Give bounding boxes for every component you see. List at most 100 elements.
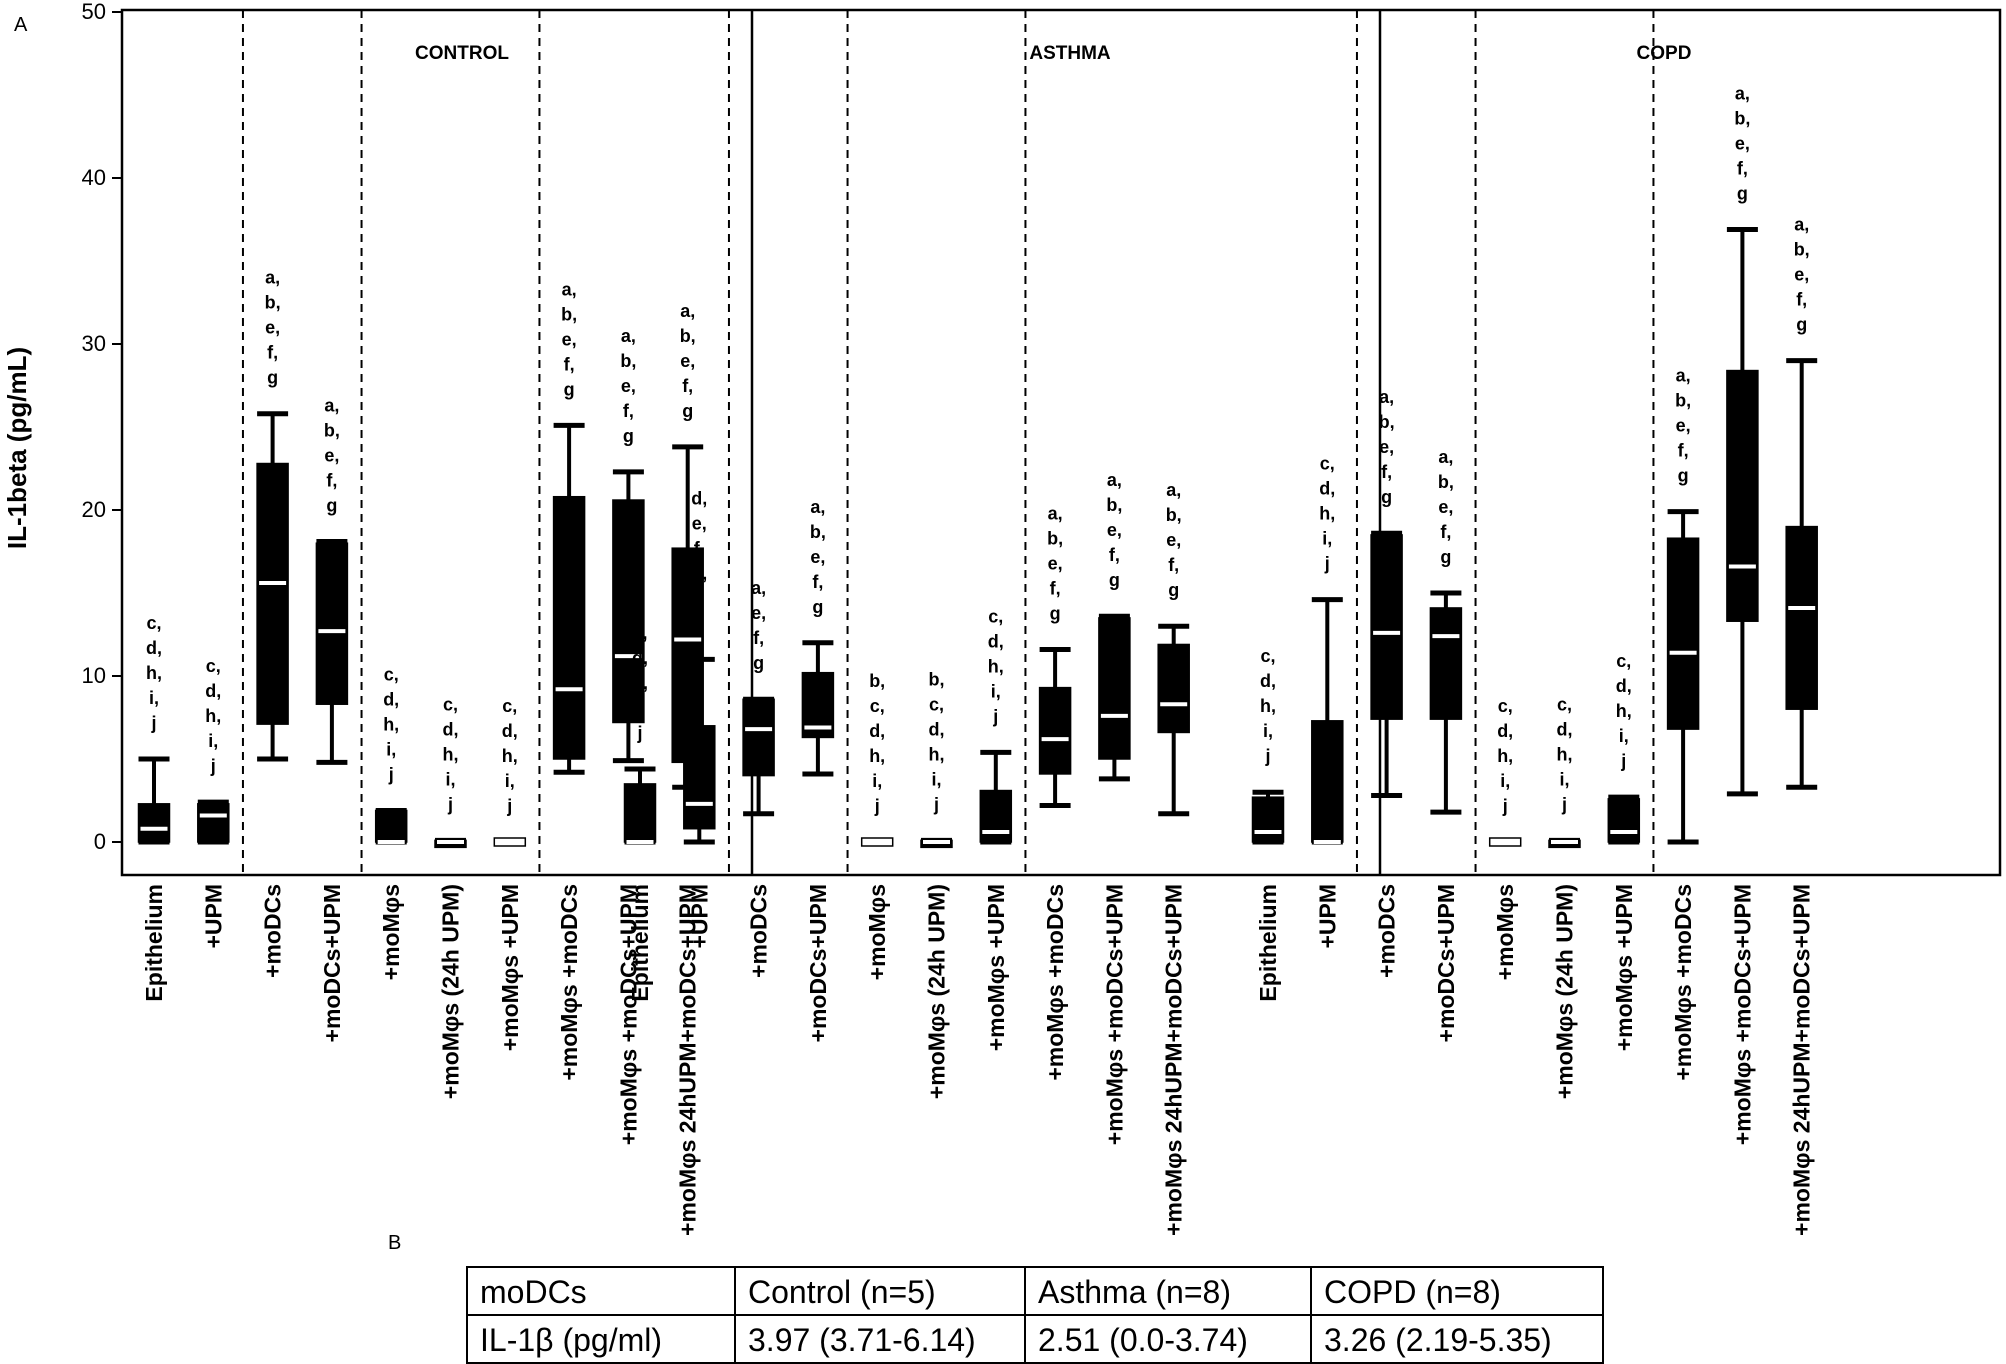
significance-label: i,	[1559, 769, 1569, 789]
box	[1157, 643, 1190, 734]
significance-label: b,	[265, 293, 281, 313]
category-label: +moDCs	[746, 884, 772, 978]
significance-label: h,	[988, 656, 1004, 676]
category-label: +moMφs 24hUPM+moDCs+UPM	[1161, 884, 1187, 1236]
significance-label: f,	[694, 538, 705, 558]
category-label: +UPM	[686, 884, 712, 949]
group-title: COPD	[1637, 43, 1692, 64]
significance-label: d,	[1616, 676, 1632, 696]
significance-label: g	[1737, 183, 1748, 203]
box	[1607, 798, 1641, 843]
significance-label: e,	[1794, 265, 1809, 285]
significance-label: h,	[1319, 504, 1335, 524]
significance-label: j	[388, 764, 394, 784]
significance-label: i,	[208, 731, 218, 751]
significance-label: c,	[1616, 651, 1631, 671]
significance-label: d,	[988, 631, 1004, 651]
significance-label: b,	[1166, 505, 1182, 525]
significance-label: f,	[564, 354, 575, 374]
significance-label: c,	[929, 694, 944, 714]
group-title: ASTHMA	[1029, 43, 1111, 64]
significance-label: d,	[1557, 719, 1573, 739]
significance-label: c,	[1498, 696, 1513, 716]
significance-label: d,	[383, 689, 399, 709]
significance-label: a,	[810, 497, 825, 517]
significance-label: h,	[1260, 696, 1276, 716]
significance-label: a,	[1735, 83, 1750, 103]
significance-label: c,	[1557, 694, 1572, 714]
significance-label: b,	[620, 351, 636, 371]
significance-label: i,	[1500, 771, 1510, 791]
significance-label: i,	[872, 771, 882, 791]
category-label: +moMφs (24h UPM)	[1552, 884, 1578, 1099]
category-label: +moMφs 24hUPM+moDCs+UPM	[1789, 884, 1815, 1236]
table-cell: Control (n=5)	[734, 1266, 1026, 1316]
significance-label: h,	[929, 744, 945, 764]
significance-label: e,	[1048, 553, 1063, 573]
significance-label: g	[1050, 603, 1061, 623]
significance-label: a,	[621, 326, 636, 346]
y-tick-label: 0	[94, 829, 106, 854]
significance-label: h,	[869, 746, 885, 766]
significance-label: j	[992, 706, 998, 726]
significance-label: h,	[632, 673, 648, 693]
significance-label: h,	[205, 706, 221, 726]
significance-label: e,	[1166, 530, 1181, 550]
significance-label: e,	[1379, 437, 1394, 457]
significance-label: c,	[988, 606, 1003, 626]
panel-a-label: A	[14, 14, 28, 36]
significance-label: a,	[265, 268, 280, 288]
category-label: +moDCs	[1374, 884, 1400, 978]
significance-label: a,	[1379, 387, 1394, 407]
significance-label: i,	[149, 688, 159, 708]
box	[683, 725, 716, 830]
significance-label: i,	[931, 769, 941, 789]
significance-label: j	[447, 794, 453, 814]
significance-label: j	[1620, 751, 1626, 771]
significance-label: h,	[502, 746, 518, 766]
significance-label: a,	[1048, 503, 1063, 523]
significance-label: i,	[1322, 529, 1332, 549]
significance-label: j	[1264, 746, 1270, 766]
significance-label: e,	[1676, 416, 1691, 436]
significance-label: g	[1168, 580, 1179, 600]
table-cell: moDCs	[466, 1266, 736, 1316]
significance-label: d,	[632, 648, 648, 668]
significance-label: h,	[1497, 746, 1513, 766]
significance-label: f,	[682, 376, 693, 396]
significance-label: h,	[1616, 701, 1632, 721]
box	[1251, 796, 1285, 843]
significance-label: d,	[443, 719, 459, 739]
significance-label: c,	[870, 696, 885, 716]
significance-label: b,	[1379, 412, 1395, 432]
significance-label: h,	[691, 563, 707, 583]
significance-label: b,	[810, 522, 826, 542]
category-label: +moDCs	[260, 884, 286, 978]
box	[1429, 607, 1463, 720]
box	[742, 698, 775, 777]
significance-label: d,	[1497, 721, 1513, 741]
significance-label: e,	[692, 513, 707, 533]
box	[552, 495, 586, 760]
significance-label: d,	[1319, 479, 1335, 499]
significance-label: a,	[1438, 447, 1453, 467]
category-label: +moMφs +moDCs	[1042, 884, 1068, 1081]
significance-label: i,	[694, 588, 704, 608]
significance-label: g	[812, 597, 823, 617]
significance-label: i,	[1619, 726, 1629, 746]
significance-label: g	[753, 653, 764, 673]
box	[197, 803, 230, 843]
significance-label: h,	[443, 744, 459, 764]
significance-label: c,	[206, 656, 221, 676]
y-tick-label: 30	[82, 331, 106, 356]
significance-label: a,	[1794, 215, 1809, 235]
table-row: IL-1β (pg/ml) 3.97 (3.71-6.14) 2.51 (0.0…	[466, 1314, 1604, 1364]
significance-label: a,	[1166, 480, 1181, 500]
significance-label: j	[933, 794, 939, 814]
category-label: +moMφs (24h UPM)	[924, 884, 950, 1099]
category-label: +moMφs +moDCs+UPM	[1101, 884, 1127, 1145]
box	[1098, 617, 1131, 760]
significance-label: e,	[680, 351, 695, 371]
significance-label: j	[150, 713, 156, 733]
significance-label: g	[564, 379, 575, 399]
